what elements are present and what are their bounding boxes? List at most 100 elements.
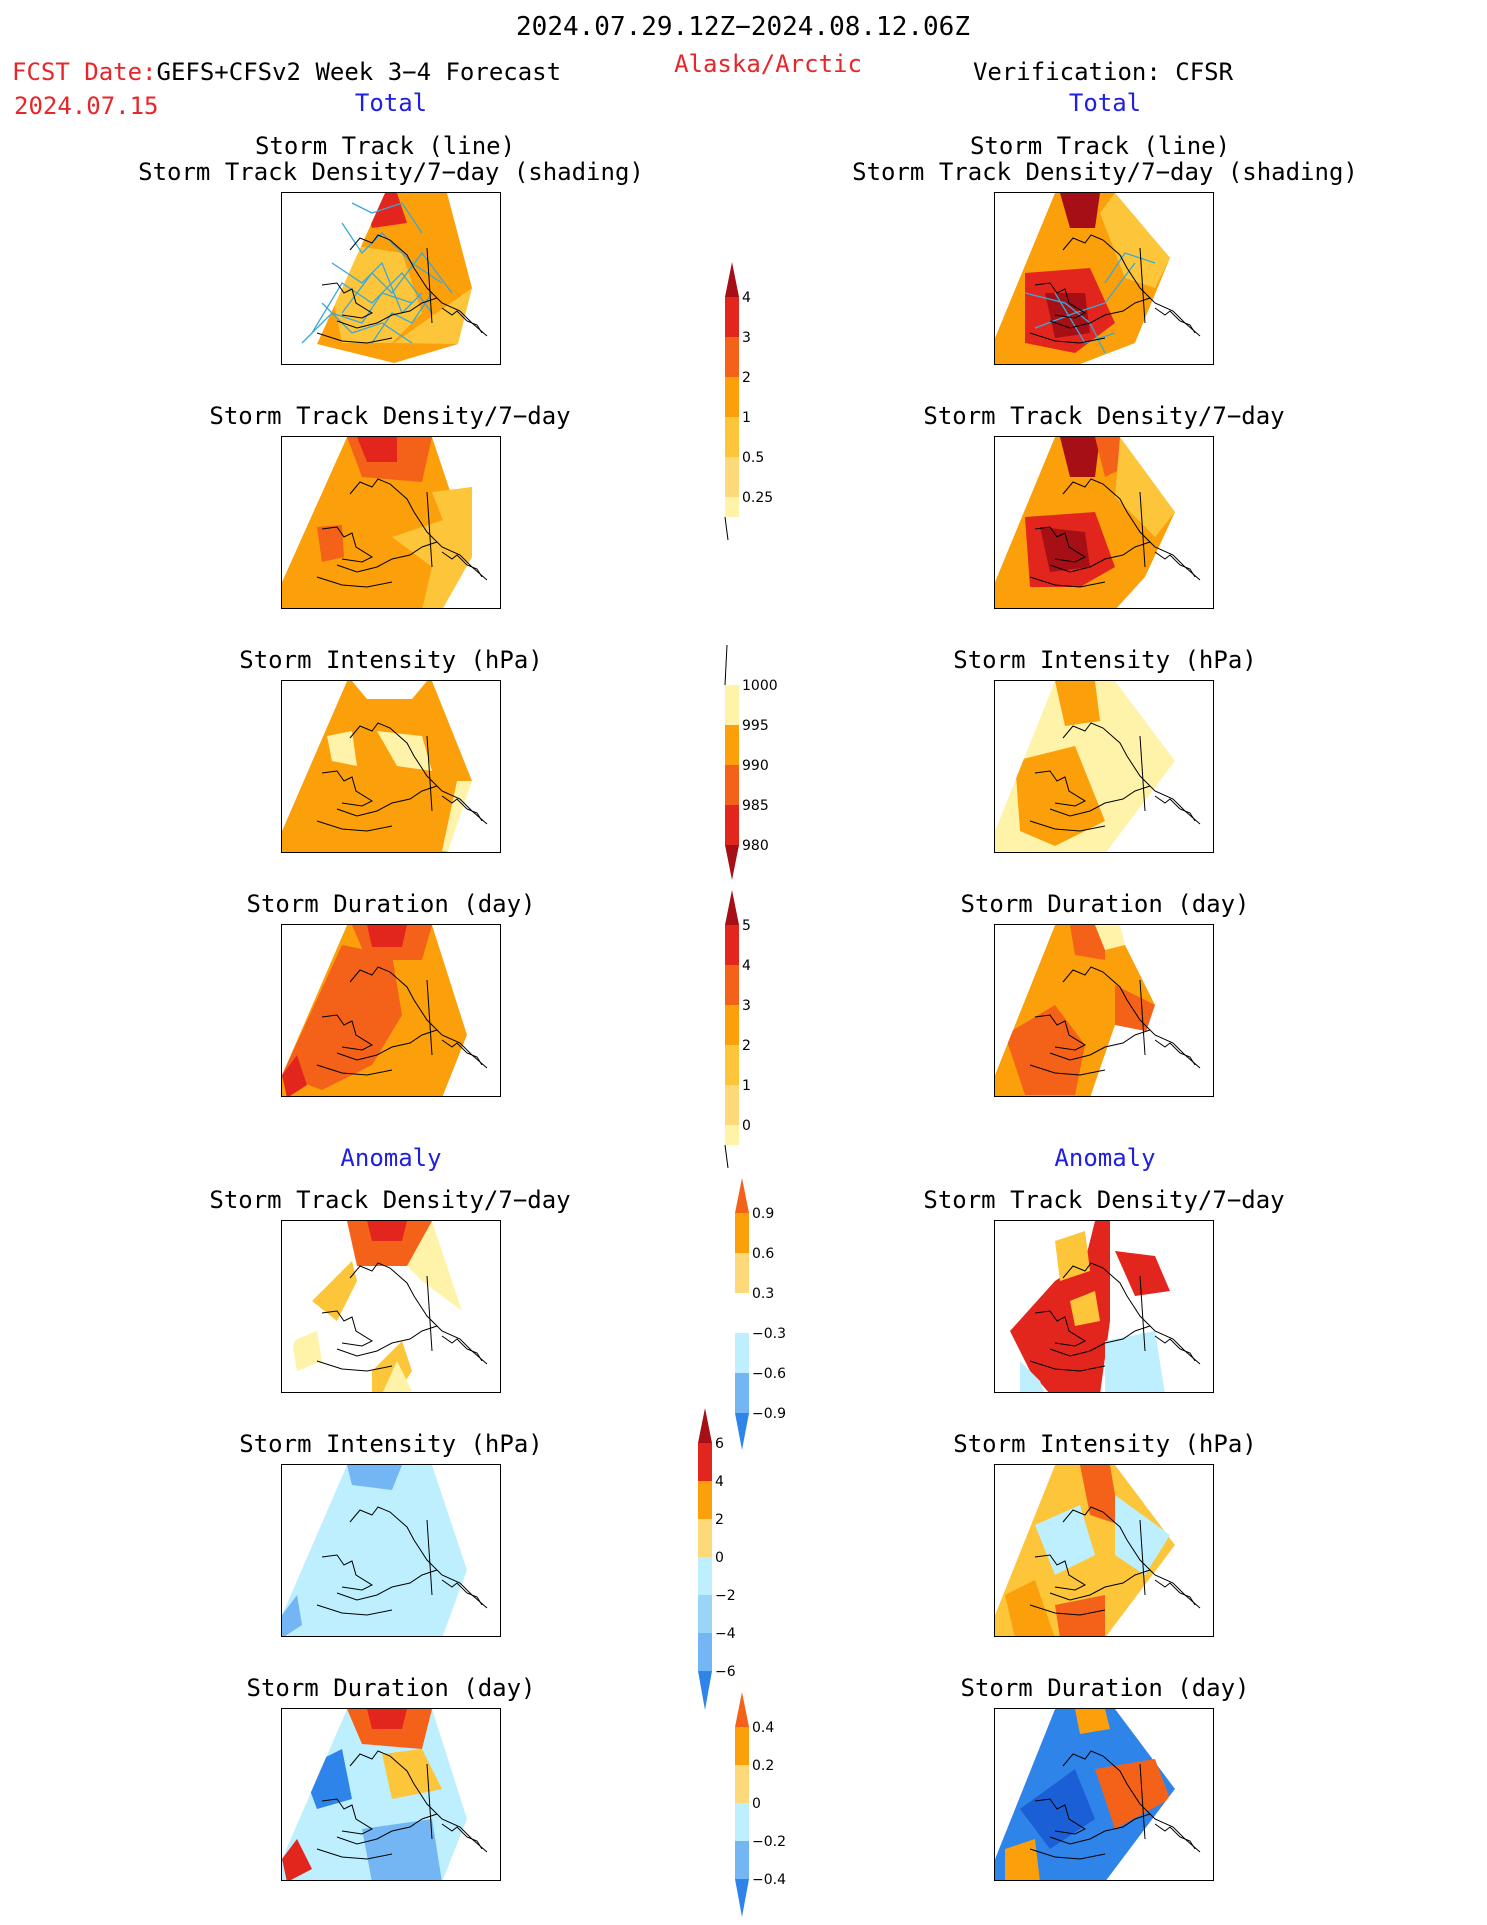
cbar-seg: [725, 805, 739, 845]
map-svg: [282, 437, 500, 608]
cbar-seg: [725, 497, 739, 517]
cbar-seg: [698, 1519, 712, 1557]
title-intensity-right: Storm Intensity (hPa): [953, 646, 1257, 674]
cbar-label: −0.6: [752, 1366, 786, 1382]
title-density-left: Storm Track Density/7−day: [209, 402, 571, 430]
cbar-label: 1000: [742, 678, 778, 694]
map-density-anom-forecast: [281, 1220, 501, 1393]
shading-layer: [282, 681, 500, 852]
coastlines: [316, 722, 488, 832]
cbar-label: 0: [715, 1550, 724, 1566]
cbar-arrow-top: [725, 262, 739, 297]
cbar-arrow-bottom: [724, 1144, 729, 1169]
cbar-label: 0.2: [752, 1758, 774, 1774]
cbar-label: 4: [742, 958, 751, 974]
cbar-seg: [725, 297, 739, 337]
title-track-shading-left: Storm Track Density/7−day (shading): [138, 158, 644, 186]
colorbar-intensity-anom: 6 4 2 0 −2 −4 −6: [698, 1408, 736, 1710]
cbar-arrow-bottom: [724, 516, 729, 541]
anomaly-label-left: Anomaly: [340, 1144, 442, 1172]
cbar-seg: [725, 1005, 739, 1045]
cbar-arrow-bottom: [735, 1879, 749, 1917]
cbar-label: 0: [752, 1796, 761, 1812]
track-lines: [301, 202, 453, 344]
coastlines: [1029, 966, 1201, 1076]
map-intensity-verify: [994, 680, 1214, 853]
coastlines: [1029, 1506, 1201, 1616]
cbar-seg: [735, 1253, 749, 1293]
cbar-label: 3: [742, 998, 751, 1014]
coastlines: [316, 1262, 488, 1372]
coastlines: [1029, 722, 1201, 832]
title-duration-anom-right: Storm Duration (day): [960, 1674, 1250, 1702]
cbar-label: −4: [715, 1626, 736, 1642]
cbar-seg: [725, 377, 739, 417]
cbar-label: 990: [742, 758, 769, 774]
coastlines: [316, 1506, 488, 1616]
cbar-arrow-top: [724, 645, 728, 686]
cbar-label: 1: [742, 1078, 751, 1094]
cbar-label: 0.9: [752, 1206, 774, 1222]
cbar-label: 985: [742, 798, 769, 814]
cbar-seg: [735, 1803, 749, 1841]
colorbar-density-anom: 0.9 0.6 0.3 −0.3 −0.6 −0.9: [735, 1178, 786, 1450]
cbar-label: 5: [742, 918, 751, 934]
cbar-label: 6: [715, 1436, 724, 1452]
cbar-label: −0.2: [752, 1834, 786, 1850]
cbar-seg: [725, 417, 739, 457]
shading-layer: [995, 1709, 1213, 1880]
cbar-label: 0.3: [752, 1286, 774, 1302]
cbar-labels: 0.9 0.6 0.3 −0.3 −0.6 −0.9: [752, 1206, 786, 1422]
cbar-seg: [735, 1765, 749, 1803]
map-svg: [282, 1709, 488, 1880]
cbar-label: 2: [742, 370, 751, 386]
region-title: Alaska/Arctic: [674, 50, 862, 78]
fcst-date-value: 2024.07.15: [14, 92, 159, 120]
cbar-seg: [698, 1633, 712, 1671]
cbar-seg: [698, 1557, 712, 1595]
cbar-seg: [725, 1125, 739, 1145]
map-svg: [995, 1221, 1201, 1392]
cbar-label: 995: [742, 718, 769, 734]
coastlines: [316, 1750, 488, 1860]
map-duration-anom-forecast: [281, 1708, 501, 1881]
coastlines: [1029, 478, 1201, 588]
shading-layer: [995, 1465, 1213, 1636]
map-svg: [282, 681, 500, 852]
shading-layer: [995, 193, 1213, 364]
cbar-seg: [735, 1373, 749, 1413]
shading-layer: [995, 681, 1213, 852]
cbar-labels: 0.4 0.2 0 −0.2 −0.4: [752, 1720, 786, 1888]
cbar-seg: [725, 1045, 739, 1085]
cbar-label: −0.4: [752, 1872, 786, 1888]
shading-layer: [282, 193, 487, 364]
cbar-arrow-top: [735, 1692, 749, 1727]
cbar-label: 980: [742, 838, 769, 854]
title-track-shading-right: Storm Track Density/7−day (shading): [852, 158, 1358, 186]
cbar-arrow-top: [698, 1408, 712, 1443]
map-svg: [282, 1221, 488, 1392]
colorbar-duration-total: 5 4 3 2 1 0: [724, 890, 751, 1169]
period-title: 2024.07.29.12Z−2024.08.12.06Z: [516, 12, 970, 42]
cbar-label: 0.25: [742, 490, 773, 506]
total-label-left: Total: [354, 89, 428, 117]
fcst-model: GEFS+CFSv2 Week 3−4 Forecast: [156, 58, 562, 86]
cbar-seg: [698, 1595, 712, 1633]
coastlines: [316, 234, 488, 344]
cbar-label: 0.5: [742, 450, 764, 466]
cbar-seg: [725, 965, 739, 1005]
title-track-line-left: Storm Track (line): [254, 132, 516, 160]
cbar-label: 1: [742, 410, 751, 426]
title-density-anom-right: Storm Track Density/7−day: [923, 1186, 1285, 1214]
cbar-seg: [725, 337, 739, 377]
cbar-label: −2: [715, 1588, 736, 1604]
cbar-seg: [735, 1293, 749, 1333]
cbar-arrow-bottom: [735, 1413, 749, 1450]
cbar-labels: 5 4 3 2 1 0: [742, 918, 751, 1134]
cbar-seg: [725, 725, 739, 765]
map-svg: [282, 193, 488, 364]
coastlines: [316, 478, 488, 588]
cbar-seg: [735, 1213, 749, 1253]
shading-layer: [282, 437, 500, 608]
map-svg: [995, 193, 1213, 364]
